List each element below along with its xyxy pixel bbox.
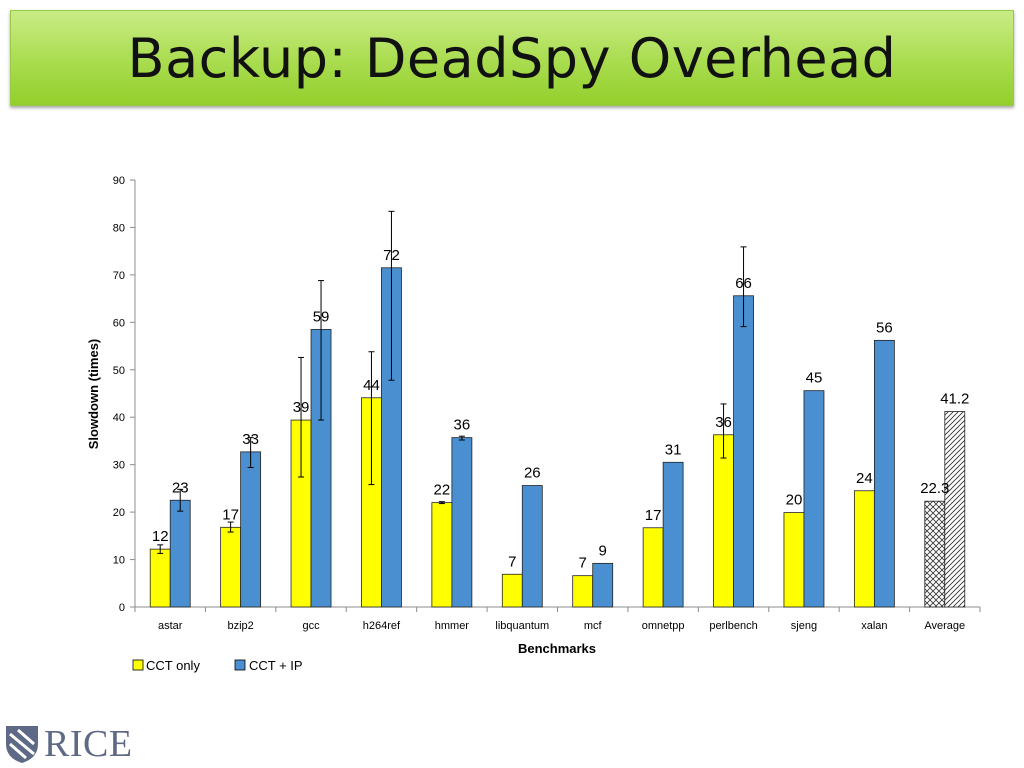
bar-cct-ip-bzip2: [240, 451, 262, 608]
x-tick-label: omnetpp: [642, 620, 685, 632]
data-label: 59: [313, 308, 330, 325]
data-label: 17: [645, 507, 662, 524]
legend-label-cct-ip: CCT + IP: [249, 658, 303, 673]
bar-cct-ip-sjeng: [803, 390, 825, 608]
data-label: 66: [735, 275, 752, 292]
x-tick-label: astar: [158, 620, 183, 632]
data-label: 31: [665, 441, 682, 458]
slide-title: Backup: DeadSpy Overhead: [127, 26, 897, 90]
title-banner: Backup: DeadSpy Overhead: [10, 10, 1014, 106]
bar-cct-only-sjeng: [783, 512, 805, 608]
bar-cct-ip-Average: [944, 411, 966, 608]
data-label: 22: [434, 482, 451, 499]
bar-cct-only-perlbench: [713, 434, 734, 608]
data-label: 24: [856, 470, 873, 487]
y-tick-label: 40: [113, 412, 125, 424]
rice-owl-shield-icon: [6, 726, 38, 763]
legend: CCT only CCT + IP: [132, 658, 303, 673]
data-label: 41.2: [940, 391, 969, 408]
data-label: 36: [715, 414, 732, 431]
bar-cct-only-Average: [924, 500, 946, 608]
data-label: 17: [222, 506, 239, 523]
y-tick-label: 10: [113, 555, 125, 567]
x-tick-label: bzip2: [227, 620, 253, 632]
data-label: 26: [524, 465, 541, 482]
bar-cct-ip-xalan: [873, 339, 895, 608]
y-tick-label: 80: [113, 222, 125, 234]
bar-cct-ip-mcf: [592, 562, 614, 608]
x-tick-label: mcf: [584, 620, 603, 632]
legend-swatch-cct-only: [132, 659, 144, 671]
x-tick-label: xalan: [861, 620, 887, 632]
y-tick-label: 70: [113, 270, 125, 282]
bar-cct-ip-astar: [169, 499, 191, 608]
x-tick-label: libquantum: [495, 620, 549, 632]
y-axis-title: Slowdown (times): [86, 339, 101, 450]
bar-cct-ip-libquantum: [521, 485, 543, 608]
x-tick-label: gcc: [302, 620, 320, 632]
y-tick-label: 60: [113, 317, 125, 329]
x-tick-label: h264ref: [363, 620, 401, 632]
data-label: 45: [806, 370, 823, 387]
x-axis-title: Benchmarks: [518, 641, 596, 656]
bar-cct-ip-hmmer: [451, 437, 473, 608]
data-label: 23: [172, 479, 189, 496]
data-label: 33: [242, 431, 259, 448]
y-tick-label: 30: [113, 460, 125, 472]
bar-cct-ip-omnetpp: [662, 461, 684, 608]
y-tick-label: 0: [119, 602, 125, 614]
bar-cct-only-mcf: [572, 575, 594, 608]
data-label: 12: [152, 528, 169, 545]
logo-text: RICE: [44, 723, 133, 765]
data-label: 7: [579, 555, 587, 572]
x-tick-label: perlbench: [709, 620, 757, 632]
data-label: 7: [508, 553, 516, 570]
bar-cct-only-hmmer: [431, 502, 453, 608]
data-label: 72: [383, 247, 400, 264]
data-label: 9: [599, 542, 607, 559]
bar-cct-only-libquantum: [501, 573, 523, 608]
data-label: 56: [876, 319, 893, 336]
x-tick-label: hmmer: [435, 620, 470, 632]
data-label: 22.3: [920, 480, 949, 497]
data-label: 44: [363, 377, 380, 394]
rice-logo: RICE: [4, 722, 133, 766]
y-tick-label: 90: [113, 175, 125, 187]
legend-label-cct-only: CCT only: [146, 658, 200, 673]
data-label: 20: [786, 492, 803, 509]
x-tick-label: Average: [924, 620, 965, 632]
bar-cct-only-bzip2: [220, 526, 242, 608]
bar-cct-only-xalan: [853, 490, 875, 608]
legend-swatch-cct-ip: [234, 659, 246, 671]
data-label: 36: [454, 417, 471, 434]
bar-cct-only-astar: [149, 548, 171, 608]
bar-cct-only-omnetpp: [642, 527, 664, 608]
y-tick-label: 50: [113, 365, 125, 377]
data-label: 39: [293, 399, 310, 416]
bar-cct-ip-perlbench: [733, 295, 754, 608]
x-tick-label: sjeng: [791, 620, 817, 632]
y-tick-label: 20: [113, 507, 125, 519]
